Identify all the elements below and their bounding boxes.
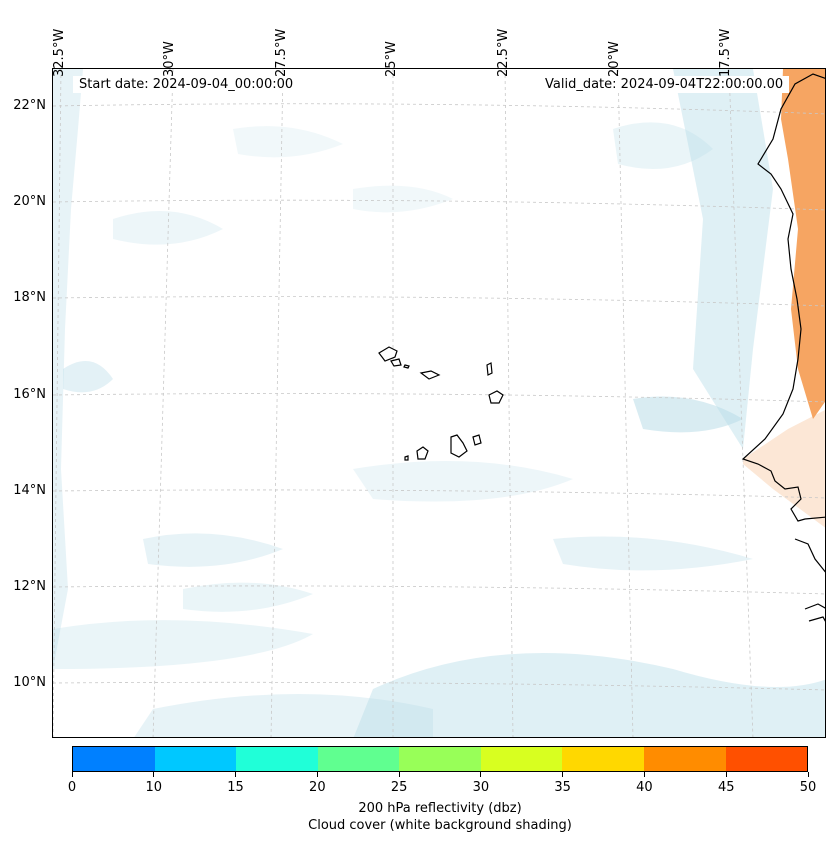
colorbar-tick-label: 0 (67, 780, 77, 795)
lon-label-27-5w: 27.5°W (274, 28, 289, 77)
colorbar-segment-5 (480, 747, 563, 771)
lon-label-17-5w: 17.5°W (718, 28, 733, 77)
colorbar-tick-label: 15 (227, 780, 244, 795)
coastline (741, 73, 825, 622)
cloud-cover-shading (53, 69, 825, 737)
lat-label-14n: 14°N (13, 483, 46, 498)
colorbar-tick-label: 20 (309, 780, 326, 795)
lon-label-30w: 30°W (162, 41, 177, 77)
colorbar-label: 200 hPa reflectivity (dbz) (358, 801, 522, 816)
lat-label-22n: 22°N (13, 98, 46, 113)
lat-label-16n: 16°N (13, 387, 46, 402)
lat-label-12n: 12°N (13, 579, 46, 594)
colorbar-tick-mark (643, 772, 645, 777)
colorbar-tick-mark (725, 772, 727, 777)
colorbar-tick-label: 25 (390, 780, 408, 795)
colorbar-tick-label: 30 (472, 780, 490, 795)
land-reflectivity-shading (743, 69, 825, 528)
lon-label-32-5w: 32.5°W (52, 28, 67, 77)
colorbar-tick-label: 50 (799, 780, 817, 795)
colorbar-tick-label: 10 (145, 780, 163, 795)
colorbar-segment-7 (643, 747, 726, 771)
lat-label-20n: 20°N (13, 194, 46, 209)
cape-verde-islands (378, 346, 504, 461)
lon-label-20w: 20°W (607, 41, 622, 77)
colorbar-tick-mark (316, 772, 318, 777)
colorbar (72, 746, 808, 772)
colorbar-tick-mark (153, 772, 155, 777)
colorbar-segment-1 (154, 747, 237, 771)
colorbar-sublabel: Cloud cover (white background shading) (308, 818, 572, 833)
colorbar-tick-mark (562, 772, 564, 777)
colorbar-tick-mark (71, 772, 73, 777)
map-panel (52, 68, 826, 738)
colorbar-segment-6 (562, 747, 644, 771)
colorbar-segment-2 (236, 747, 318, 771)
map-gridlines (53, 69, 825, 737)
colorbar-tick-mark (398, 772, 400, 777)
colorbar-segment-4 (399, 747, 481, 771)
lon-label-22-5w: 22.5°W (496, 28, 511, 77)
lon-label-25w: 25°W (384, 41, 399, 77)
colorbar-tick-mark (235, 772, 237, 777)
colorbar-tick-label: 35 (554, 780, 571, 795)
lat-label-10n: 10°N (13, 675, 46, 690)
lat-label-18n: 18°N (13, 290, 46, 305)
colorbar-tick-mark (480, 772, 482, 777)
colorbar-segment-8 (725, 747, 808, 771)
colorbar-tick-mark (807, 772, 809, 777)
map-canvas (53, 69, 825, 737)
start-date-label: Start date: 2024-09-04_00:00:00 (73, 76, 300, 93)
colorbar-segment-3 (317, 747, 400, 771)
colorbar-segment-0 (73, 747, 155, 771)
valid-date-label: Valid_date: 2024-09-04T22:00:00.00 (539, 76, 790, 93)
colorbar-tick-label: 40 (636, 780, 653, 795)
colorbar-tick-label: 45 (717, 780, 735, 795)
